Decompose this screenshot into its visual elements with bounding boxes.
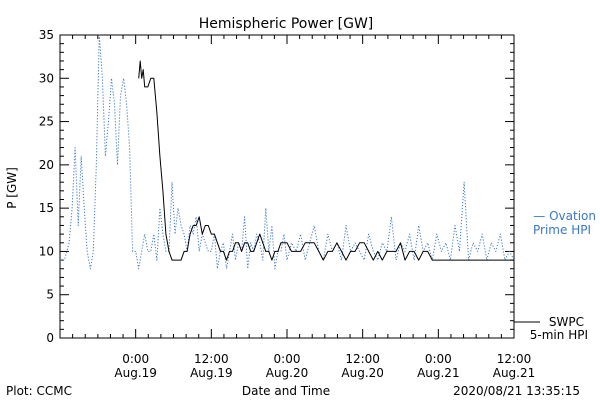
legend-ovation-line1: — Ovation (533, 209, 596, 223)
y-tick-label: 35 (39, 28, 54, 42)
plot-frame (59, 34, 515, 339)
x-tick-time-label: 12:00 (497, 352, 532, 366)
series-layer (60, 34, 515, 270)
legend-swpc-line1: SWPC (549, 315, 584, 329)
y-tick-label: 20 (39, 158, 54, 172)
y-tick-label: 30 (39, 71, 54, 85)
footer-timestamp: 2020/08/21 13:35:15 (453, 384, 580, 398)
footer-plot-credit: Plot: CCMC (6, 384, 72, 398)
x-tick-time-label: 0:00 (425, 352, 452, 366)
x-tick-date-label: Aug.19 (114, 366, 157, 380)
x-tick-time-label: 0:00 (122, 352, 149, 366)
series-line-swpc-hpi (138, 60, 514, 261)
y-tick-label: 5 (46, 288, 54, 302)
y-tick-label: 10 (39, 244, 54, 258)
x-tick-date-label: Aug.20 (266, 366, 309, 380)
legend-swpc-line2: 5-min HPI (530, 328, 588, 342)
x-tick-time-label: 12:00 (194, 352, 229, 366)
chart-title: Hemispheric Power [GW] (199, 16, 374, 32)
x-tick-date-label: Aug.20 (341, 366, 384, 380)
x-tick-time-label: 12:00 (345, 352, 380, 366)
x-axis-label: Date and Time (242, 384, 330, 398)
legend-swpc: SWPC 5-min HPI (514, 315, 588, 342)
series-line-ovation-prime (60, 34, 515, 270)
x-tick-date-label: Aug.19 (190, 366, 233, 380)
x-tick-date-label: Aug.21 (493, 366, 536, 380)
y-tick-label: 15 (39, 201, 54, 215)
legend-ovation: — Ovation Prime HPI (533, 209, 596, 237)
x-tick-time-label: 0:00 (274, 352, 301, 366)
y-axis: 0 5 10 15 20 25 30 35 (39, 28, 514, 345)
x-tick-date-label: Aug.21 (417, 366, 460, 380)
legend-ovation-line2: Prime HPI (533, 223, 591, 237)
y-tick-label: 0 (46, 331, 54, 345)
x-axis: 0:00Aug.1912:00Aug.190:00Aug.2012:00Aug.… (59, 35, 536, 380)
y-tick-label: 25 (39, 115, 54, 129)
y-axis-label: P [GW] (5, 167, 19, 209)
